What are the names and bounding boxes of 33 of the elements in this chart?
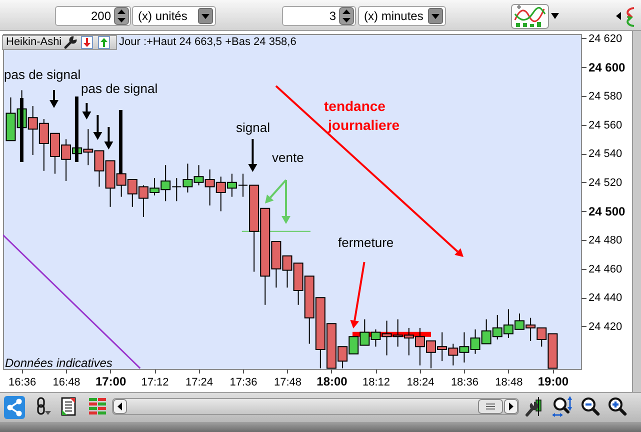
x-tick-label: 16:48 <box>52 376 80 388</box>
x-tick-label: 18:36 <box>450 376 478 388</box>
y-tick-label: 24 520 <box>588 176 622 189</box>
y-tick-label: 24 440 <box>588 292 622 304</box>
x-tick-label: 18:48 <box>495 376 523 388</box>
y-tick-label: 24 420 <box>588 320 622 333</box>
x-tick-label: 16:36 <box>8 376 36 388</box>
y-tick-label: 24 580 <box>588 90 622 102</box>
y-tick-label: 24 600 <box>588 60 626 75</box>
annotation: vente <box>272 150 304 165</box>
x-tick-label: 17:48 <box>274 376 302 388</box>
x-tick-label: 18:12 <box>362 376 390 388</box>
annotation: pas de signal <box>4 67 81 82</box>
y-tick-label: 24 560 <box>588 119 622 132</box>
x-tick-label: 17:12 <box>141 376 169 388</box>
x-tick-label: 19:00 <box>538 374 569 388</box>
annotation: signal <box>236 120 270 135</box>
y-tick-label: 24 480 <box>588 234 622 247</box>
annotation: Données indicatives <box>5 356 112 370</box>
annotation: pas de signal <box>81 81 158 96</box>
y-tick-label: 24 460 <box>588 263 622 276</box>
x-tick-label: 17:36 <box>230 376 258 388</box>
y-tick-label: 24 500 <box>588 204 626 219</box>
annotation: tendance journaliere <box>324 97 400 135</box>
x-tick-label: 17:24 <box>186 376 214 388</box>
x-tick-label: 17:00 <box>95 374 126 388</box>
annotation: Heikin-Ashi <box>6 36 62 49</box>
y-tick-label: 24 620 <box>588 32 622 45</box>
x-tick-label: 18:24 <box>406 376 434 388</box>
annotation: fermeture <box>338 235 394 250</box>
annotation: Jour :+Haut 24 663,5 +Bas 24 358,6 <box>119 36 296 49</box>
x-tick-label: 18:00 <box>316 374 348 388</box>
y-tick-label: 24 540 <box>588 148 622 160</box>
